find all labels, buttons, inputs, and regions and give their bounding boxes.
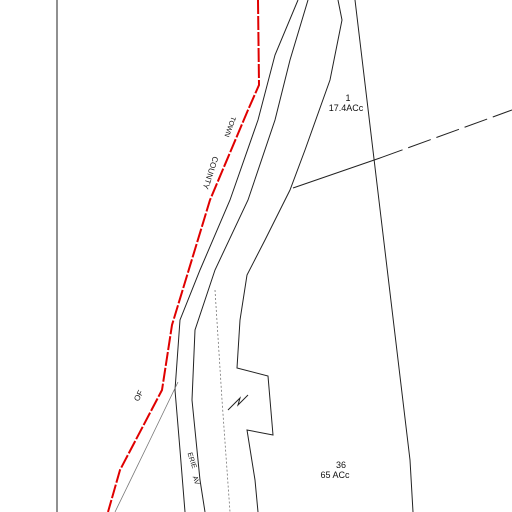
parcel-number: 36 xyxy=(336,460,346,470)
parcel-boundary xyxy=(292,157,381,189)
road-edge xyxy=(174,0,299,512)
erie-label: ERIE xyxy=(186,452,198,470)
parcel-boundary xyxy=(354,0,414,512)
parcel-area: 17.4ACc xyxy=(329,103,364,113)
road-edge xyxy=(191,0,309,512)
av-label: AV xyxy=(191,475,200,486)
parcel-boundary xyxy=(379,109,512,159)
parcel-area: 65 ACc xyxy=(320,470,350,480)
parcel-number: 1 xyxy=(345,93,350,103)
county-boundary xyxy=(107,0,261,512)
road-line xyxy=(114,381,179,512)
break-symbol xyxy=(227,394,249,411)
dotted-line xyxy=(214,289,231,512)
parcel-boundary xyxy=(236,0,343,512)
